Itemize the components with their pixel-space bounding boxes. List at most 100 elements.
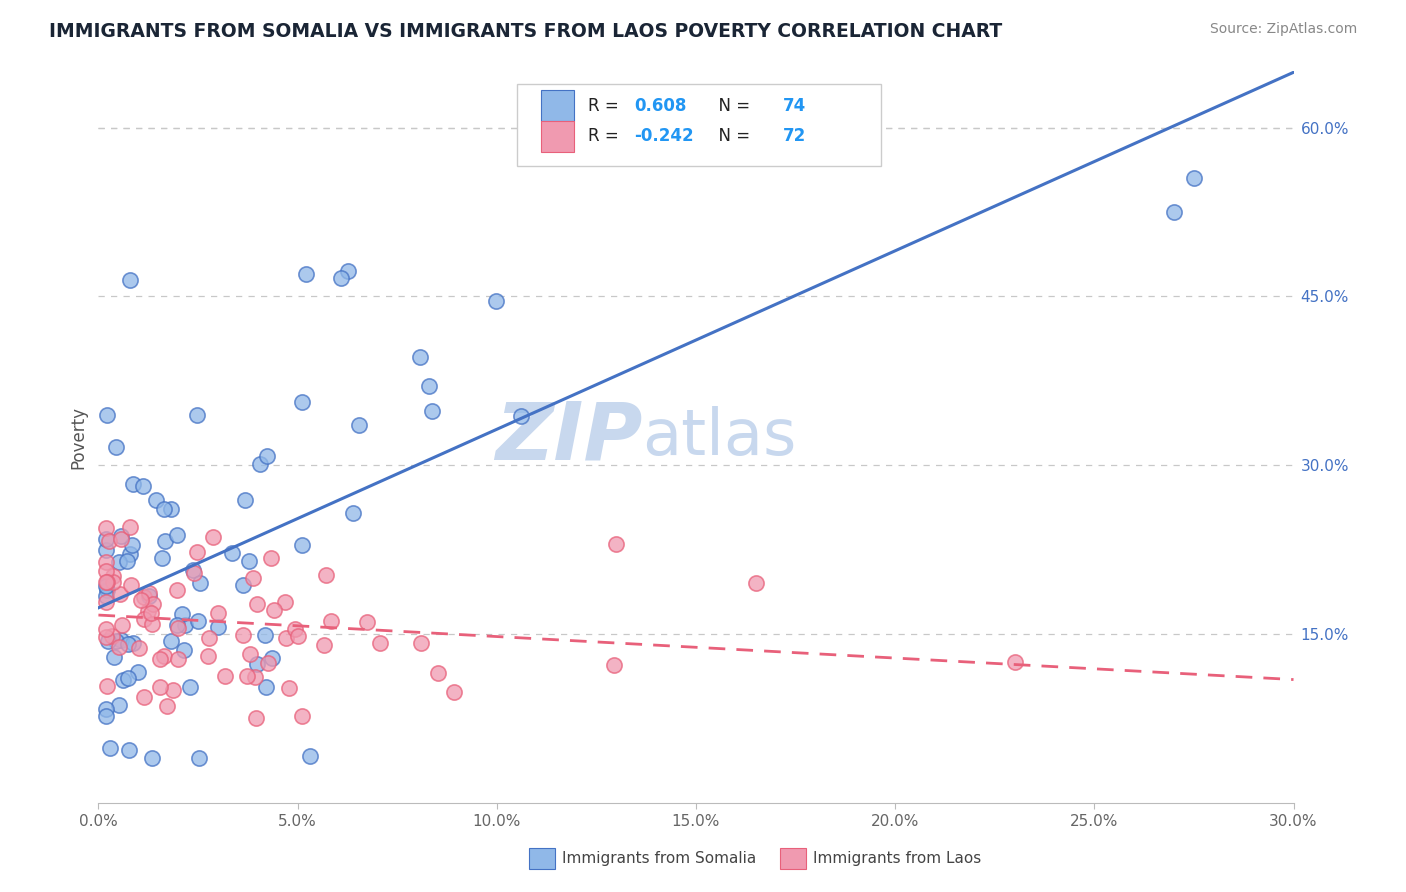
Point (276, 631, 298, 645)
Point (103, 569, 125, 583)
Point (128, 640, 150, 655)
Point (427, 665, 450, 680)
Point (173, 643, 195, 657)
Point (232, 628, 254, 642)
Point (96, 408, 118, 422)
Point (443, 685, 465, 699)
Point (312, 638, 335, 652)
Point (187, 614, 209, 628)
Point (246, 657, 269, 671)
Point (105, 440, 128, 454)
Point (122, 636, 145, 650)
Point (291, 395, 314, 409)
Point (142, 597, 165, 611)
Point (96, 555, 118, 569)
Point (98, 741, 121, 756)
Point (166, 621, 188, 635)
Point (186, 408, 208, 422)
Point (97, 534, 120, 549)
Point (197, 632, 219, 646)
Point (239, 647, 262, 661)
Point (214, 669, 236, 683)
Point (274, 594, 297, 608)
Point (138, 586, 160, 600)
Point (122, 477, 145, 491)
Bar (541, 90, 574, 121)
Point (284, 622, 307, 636)
Point (291, 538, 314, 552)
Point (136, 603, 159, 617)
Text: 72: 72 (783, 128, 807, 145)
Point (232, 578, 254, 592)
Text: N =: N = (709, 96, 755, 115)
Point (605, 537, 627, 551)
Point (257, 657, 280, 671)
Point (115, 554, 138, 568)
Point (408, 351, 430, 365)
Point (96, 622, 118, 636)
Bar (541, 121, 574, 152)
Point (411, 636, 433, 650)
Point (238, 554, 260, 568)
Text: atlas: atlas (643, 406, 797, 468)
Point (141, 616, 163, 631)
Point (260, 551, 283, 566)
Point (254, 680, 277, 694)
Point (132, 478, 155, 492)
Point (148, 680, 170, 694)
Point (127, 665, 149, 680)
Point (96, 582, 118, 597)
Point (207, 620, 229, 634)
Point (160, 502, 183, 516)
Point (298, 748, 321, 763)
Text: R =: R = (589, 128, 624, 145)
Point (153, 534, 176, 549)
Point (141, 751, 163, 765)
Point (149, 652, 172, 666)
Point (201, 530, 224, 544)
Point (197, 649, 219, 664)
Point (159, 634, 181, 648)
Point (170, 607, 193, 621)
Text: 74: 74 (783, 96, 807, 115)
Point (156, 699, 179, 714)
Point (96, 679, 118, 693)
Text: Immigrants from Somalia: Immigrants from Somalia (562, 851, 756, 866)
Point (134, 611, 156, 625)
Point (166, 528, 188, 542)
FancyBboxPatch shape (517, 84, 882, 167)
Point (132, 590, 155, 604)
Point (330, 271, 353, 285)
Point (249, 457, 271, 471)
Text: IMMIGRANTS FROM SOMALIA VS IMMIGRANTS FROM LAOS POVERTY CORRELATION CHART: IMMIGRANTS FROM SOMALIA VS IMMIGRANTS FR… (49, 22, 1002, 41)
Point (117, 672, 139, 686)
Text: ZIP: ZIP (495, 398, 643, 476)
Point (129, 592, 152, 607)
Point (108, 555, 131, 569)
Text: N =: N = (709, 128, 755, 145)
Point (150, 550, 173, 565)
Point (96, 542, 118, 557)
Point (96, 565, 118, 579)
Point (246, 598, 269, 612)
Point (96, 701, 118, 715)
Point (418, 379, 440, 393)
Point (104, 633, 127, 648)
Point (96, 574, 118, 589)
Text: Source: ZipAtlas.com: Source: ZipAtlas.com (1209, 22, 1357, 37)
Point (186, 545, 208, 559)
Point (173, 617, 195, 632)
Point (342, 506, 364, 520)
Point (485, 293, 508, 308)
Point (368, 636, 391, 650)
Point (294, 267, 316, 281)
Text: Immigrants from Laos: Immigrants from Laos (813, 851, 981, 866)
Point (96, 590, 118, 604)
Point (96, 631, 118, 645)
Point (103, 650, 125, 665)
Point (96, 521, 118, 535)
Point (141, 606, 163, 620)
Text: 0.608: 0.608 (634, 96, 686, 115)
Point (233, 493, 256, 508)
Point (243, 670, 266, 684)
